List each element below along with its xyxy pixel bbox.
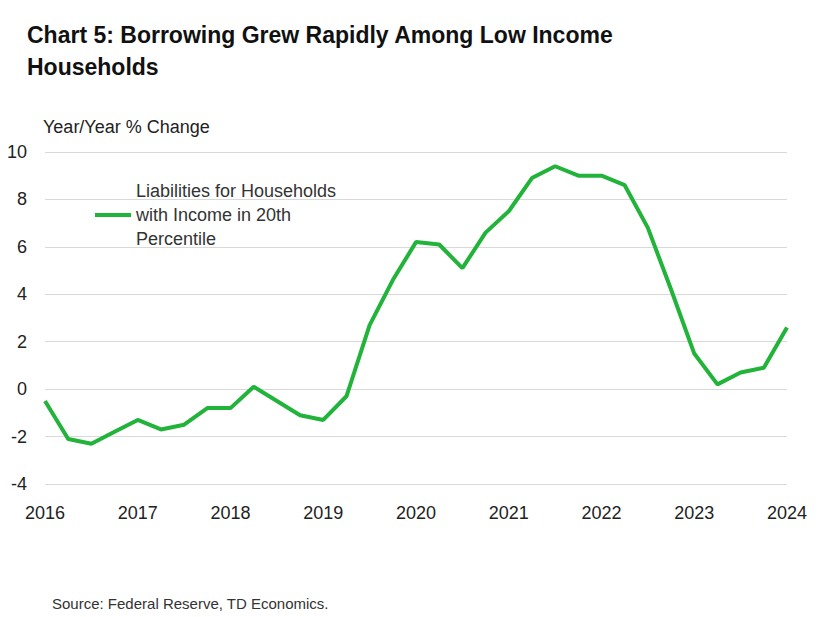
svg-text:2020: 2020: [396, 503, 436, 523]
svg-text:2021: 2021: [489, 503, 529, 523]
svg-text:2017: 2017: [118, 503, 158, 523]
svg-text:10: 10: [7, 142, 27, 162]
svg-text:2: 2: [17, 332, 27, 352]
svg-text:-2: -2: [11, 427, 27, 447]
svg-text:Liabilities for Households: Liabilities for Households: [136, 181, 341, 201]
svg-text:4: 4: [17, 284, 27, 304]
svg-text:2019: 2019: [303, 503, 343, 523]
svg-text:Year/Year % Change: Year/Year % Change: [43, 117, 210, 137]
svg-text:-4: -4: [11, 474, 27, 494]
svg-text:with Income in 20th: with Income in 20th: [135, 205, 296, 225]
svg-text:Percentile: Percentile: [136, 229, 216, 249]
svg-text:2024: 2024: [767, 503, 807, 523]
svg-text:0: 0: [17, 379, 27, 399]
svg-text:2016: 2016: [25, 503, 65, 523]
svg-text:2018: 2018: [210, 503, 250, 523]
svg-text:2022: 2022: [581, 503, 621, 523]
svg-text:Households: Households: [27, 54, 159, 80]
svg-text:Source: Federal Reserve, TD Ec: Source: Federal Reserve, TD Economics.: [52, 595, 329, 612]
svg-text:2023: 2023: [674, 503, 714, 523]
svg-text:Chart 5: Borrowing Grew Rapidl: Chart 5: Borrowing Grew Rapidly Among Lo…: [27, 22, 619, 48]
svg-text:6: 6: [17, 237, 27, 257]
svg-text:8: 8: [17, 189, 27, 209]
